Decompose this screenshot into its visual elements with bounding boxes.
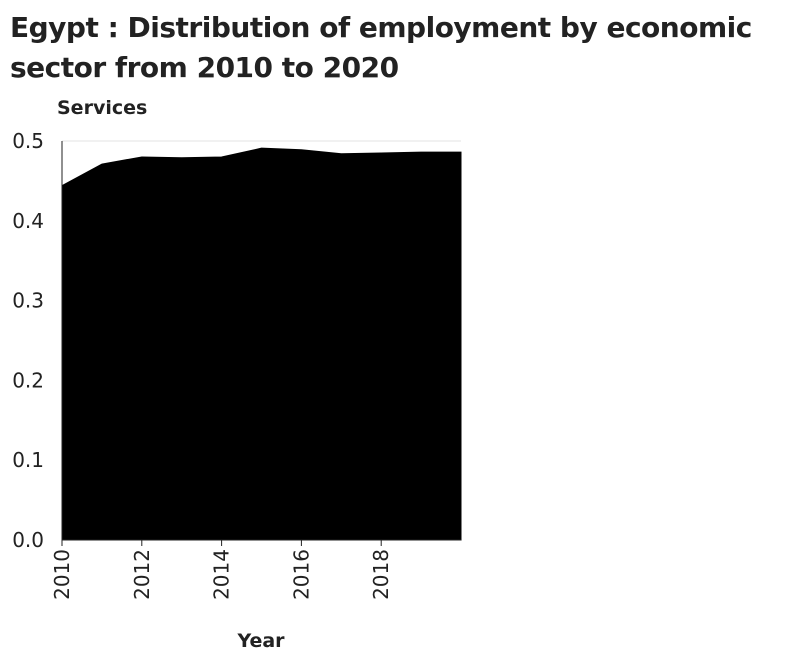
y-tick-label: 0.0: [12, 528, 44, 552]
y-tick-label: 0.4: [12, 209, 44, 233]
x-tick-label: 2012: [130, 549, 154, 600]
x-tick-label: 2016: [289, 549, 313, 600]
x-tick-label: 2014: [210, 549, 234, 600]
y-tick-label: 0.5: [12, 129, 44, 153]
axes: [61, 141, 461, 541]
area-series-0: [61, 147, 462, 541]
y-tick-label: 0.3: [12, 289, 44, 313]
y-tick-label: 0.2: [12, 368, 44, 392]
x-tick-label: 2018: [369, 549, 393, 600]
y-axis-label: Services: [57, 97, 147, 119]
x-axis-label: Year: [236, 630, 285, 652]
area-layer: [61, 147, 462, 541]
x-tick-label: 2010: [50, 549, 74, 600]
chart-title: Egypt : Distribution of employment by ec…: [10, 11, 752, 84]
y-tick-label: 0.1: [12, 448, 44, 472]
y-axis-ticks: 0.0 0.1 0.2 0.3 0.4 0.5: [12, 129, 44, 552]
x-axis-ticks: 2010 2012 2014 2016 2018: [50, 540, 393, 600]
